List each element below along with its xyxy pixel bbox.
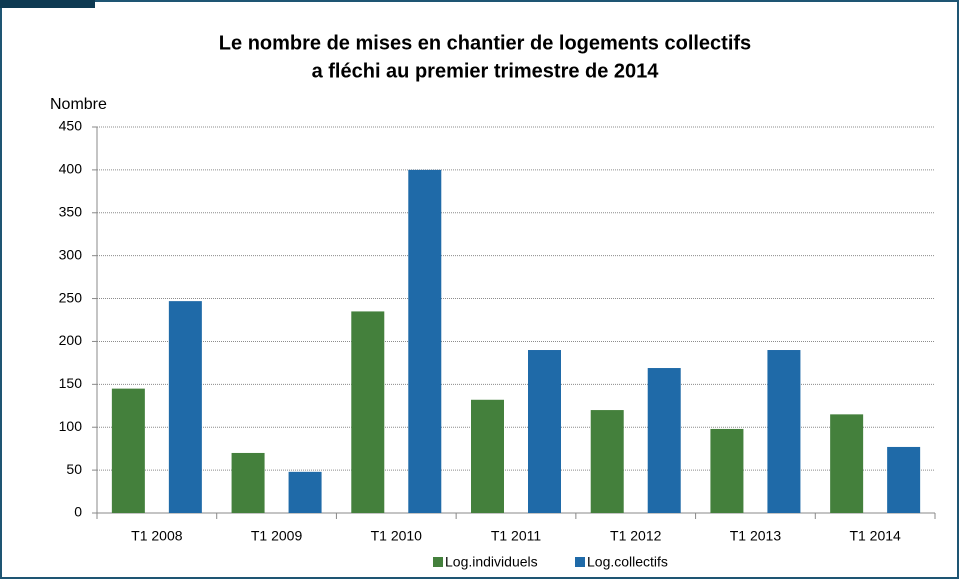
x-tick-label: T1 2009 [251, 528, 303, 544]
bar [590, 410, 624, 513]
x-tick-label: T1 2008 [131, 528, 183, 544]
y-tick-label: 400 [59, 161, 83, 177]
chart-title: a fléchi au premier trimestre de 2014 [312, 60, 660, 82]
bar [647, 368, 681, 513]
bar [767, 350, 801, 513]
y-tick-label: 50 [66, 461, 82, 477]
bar [111, 388, 145, 513]
bar [887, 446, 921, 513]
bar [408, 169, 442, 513]
x-tick-label: T1 2011 [491, 528, 542, 544]
x-tick-label: T1 2012 [610, 528, 662, 544]
bar [168, 301, 202, 513]
bar [288, 471, 322, 513]
bar [351, 311, 385, 513]
corner-tab [0, 0, 95, 8]
bar [231, 452, 265, 513]
y-tick-label: 0 [74, 504, 82, 520]
y-tick-label: 300 [59, 246, 83, 262]
y-tick-label: 200 [59, 332, 83, 348]
legend-label: Log.collectifs [587, 554, 668, 570]
y-tick-label: 150 [59, 375, 83, 391]
y-tick-label: 100 [59, 418, 83, 434]
bar [710, 428, 744, 513]
y-tick-label: 250 [59, 289, 83, 305]
legend-label: Log.individuels [445, 554, 538, 570]
y-axis-label: Nombre [50, 96, 107, 113]
x-tick-label: T1 2013 [730, 528, 782, 544]
chart-title: Le nombre de mises en chantier de logeme… [219, 32, 751, 54]
legend-swatch [575, 557, 585, 567]
y-tick-label: 450 [59, 118, 83, 134]
bar [471, 399, 504, 513]
bar [830, 414, 864, 513]
x-tick-label: T1 2010 [371, 528, 423, 544]
x-tick-label: T1 2014 [849, 528, 901, 544]
bar [528, 350, 561, 513]
legend-swatch [433, 557, 443, 567]
y-tick-label: 350 [59, 203, 83, 219]
